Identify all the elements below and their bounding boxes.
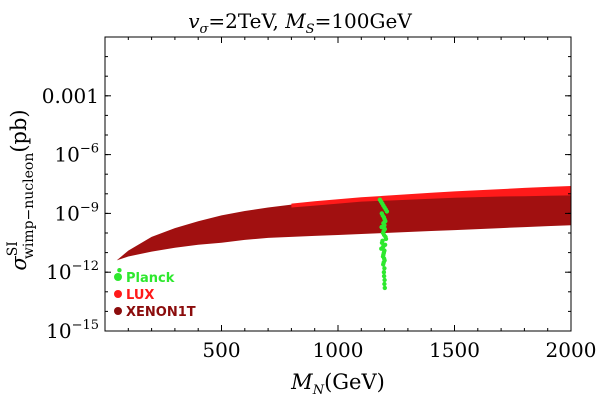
- plot-points: [117, 197, 390, 291]
- plot-frame: [104, 36, 572, 332]
- ylabel-sub: wimp−nucleon: [21, 153, 37, 260]
- legend: Planck LUX XENON1T: [114, 271, 196, 320]
- title-M-sub: S: [306, 22, 315, 37]
- y-axis-ticks: 0.001 10−6 10−9 10−12 10−15: [42, 56, 571, 343]
- y-tick-label: 10−6: [54, 142, 99, 167]
- y-tick-label: 10−15: [46, 318, 99, 343]
- title-v-sub: σ: [200, 22, 210, 37]
- planck-point: [381, 273, 387, 279]
- x-tick-label: 500: [202, 338, 240, 362]
- planck-point: [381, 270, 387, 275]
- y-axis-label: σSIwimp−nucleon(pb): [5, 109, 37, 270]
- legend-marker-lux: [114, 290, 122, 298]
- planck-point: [382, 266, 387, 271]
- chart-title: vσ=2TeV, MS=100GeV: [188, 9, 412, 37]
- planck-point: [383, 236, 389, 242]
- region-xenon1t: [116, 189, 571, 261]
- planck-point: [117, 268, 122, 273]
- x-axis-label: MN(GeV): [290, 370, 385, 398]
- planck-point: [384, 209, 390, 214]
- x-tick-label: 2000: [546, 338, 597, 362]
- planck-point: [382, 285, 387, 291]
- plot-regions: [116, 186, 571, 261]
- title-M: M: [284, 9, 306, 33]
- region-lux: [291, 186, 571, 208]
- y-tick-label: 10−12: [46, 259, 99, 284]
- title-eq1: =2TeV,: [208, 9, 285, 33]
- y-tick-label: 0.001: [42, 84, 99, 108]
- legend-label-lux: LUX: [126, 288, 154, 303]
- legend-label-xenon1t: XENON1T: [126, 305, 196, 320]
- legend-marker-planck: [114, 273, 122, 281]
- title-eq2: =100GeV: [315, 9, 413, 33]
- title-v: v: [188, 9, 200, 33]
- ylabel-sigma: σ: [7, 256, 31, 271]
- xlabel-M: M: [290, 370, 313, 394]
- planck-point: [382, 277, 387, 283]
- legend-marker-xenon1t: [114, 307, 122, 315]
- xlabel-unit: (GeV): [324, 370, 385, 394]
- y-tick-label: 10−9: [54, 200, 99, 225]
- planck-point: [382, 281, 387, 287]
- planck-point: [379, 224, 384, 230]
- x-tick-label: 1500: [429, 338, 480, 362]
- legend-label-planck: Planck: [126, 271, 175, 286]
- x-tick-label: 1000: [313, 338, 364, 362]
- ylabel-sup: SI: [5, 241, 21, 256]
- xlabel-sub: N: [312, 383, 325, 398]
- x-axis-ticks: 500 1000 1500 2000: [127, 37, 597, 362]
- ylabel-unit: (pb): [7, 109, 31, 152]
- planck-point: [381, 262, 386, 267]
